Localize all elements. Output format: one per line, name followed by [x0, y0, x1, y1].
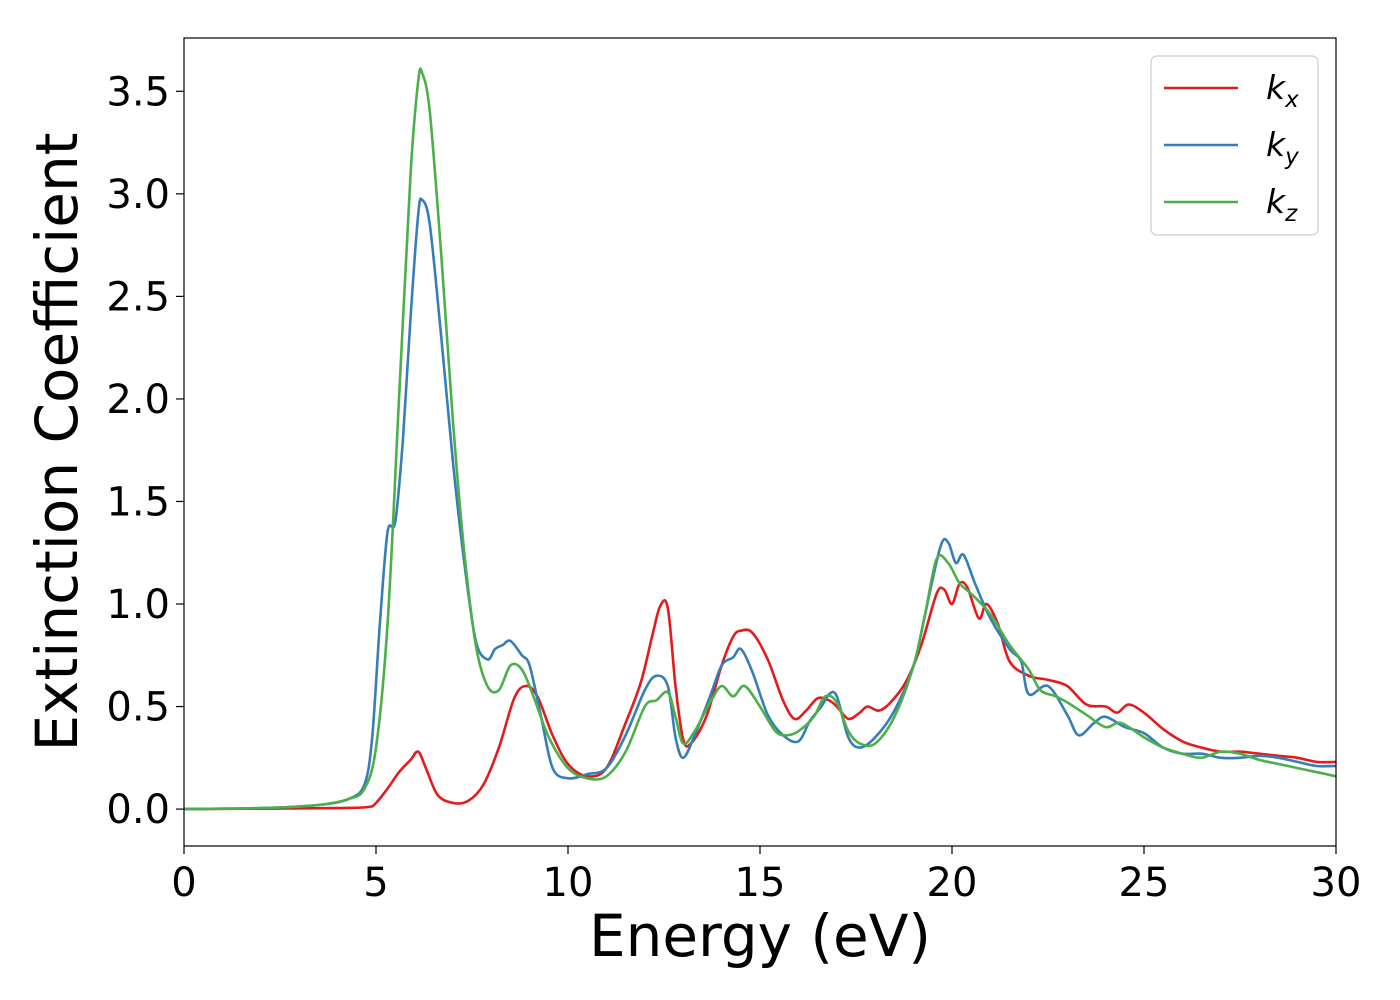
x-axis-label: Energy (eV): [589, 902, 931, 970]
legend-label-z: kz: [1266, 182, 1298, 227]
x-tick-label: 5: [363, 860, 388, 906]
y-tick-label: 2.0: [106, 377, 170, 423]
y-tick-label: 0.5: [106, 685, 170, 731]
y-axis-label: Extinction Coefficient: [23, 133, 91, 752]
y-tick-label: 2.5: [106, 274, 170, 320]
x-tick-label: 30: [1311, 860, 1362, 906]
x-tick-label: 10: [543, 860, 594, 906]
y-tick-label: 0.0: [106, 787, 170, 833]
y-tick-label: 3.0: [106, 172, 170, 218]
x-axis: 0 5 10 15 20 25 30: [171, 846, 1361, 906]
x-tick-label: 20: [927, 860, 978, 906]
x-tick-label: 0: [171, 860, 196, 906]
legend-label-y: ky: [1266, 125, 1299, 170]
y-axis: 0.0 0.5 1.0 1.5 2.0 2.5 3.0 3.5: [106, 69, 184, 833]
x-tick-label: 25: [1119, 860, 1170, 906]
x-tick-label: 15: [735, 860, 786, 906]
y-tick-label: 1.0: [106, 582, 170, 628]
y-tick-label: 1.5: [106, 479, 170, 525]
series-line-z: [183, 67, 1337, 811]
legend: kx ky kz: [1150, 55, 1319, 236]
y-tick-label: 3.5: [106, 69, 170, 115]
series-line-x: [183, 580, 1337, 811]
series-line-y: [183, 197, 1337, 811]
series-layer: [183, 67, 1337, 811]
legend-label-x: kx: [1266, 68, 1299, 113]
